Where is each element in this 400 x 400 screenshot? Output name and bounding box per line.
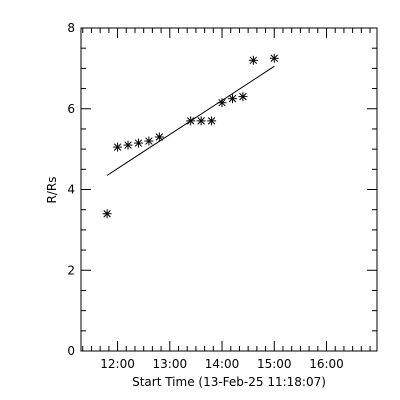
x-tick-label: 12:00	[100, 357, 135, 371]
x-axis-label: Start Time (13-Feb-25 11:18:07)	[132, 375, 326, 389]
data-point	[144, 136, 154, 146]
data-point	[102, 209, 112, 219]
x-tick-label: 14:00	[205, 357, 240, 371]
x-tick-label: 16:00	[309, 357, 344, 371]
plot-frame	[80, 27, 378, 352]
y-axis-label: R/Rs	[45, 177, 59, 204]
data-point	[217, 98, 227, 108]
data-point	[113, 142, 123, 152]
data-point	[248, 55, 258, 65]
data-point	[196, 116, 206, 126]
data-point	[186, 116, 196, 126]
data-point	[207, 116, 217, 126]
y-tick-label: 2	[67, 263, 75, 277]
x-tick-label: 15:00	[257, 357, 292, 371]
data-points	[102, 53, 279, 219]
y-tick-label: 4	[67, 183, 75, 197]
x-axis-ticks: 12:00 13:00 14:00 15:00 16:00	[82, 28, 371, 371]
data-point	[123, 140, 133, 150]
y-tick-label: 0	[67, 344, 75, 358]
y-tick-label: 8	[67, 21, 75, 35]
x-tick-label: 13:00	[153, 357, 188, 371]
y-tick-label: 6	[67, 102, 75, 116]
data-point	[227, 94, 237, 104]
data-point	[238, 92, 248, 102]
data-point	[154, 132, 164, 142]
data-point	[269, 53, 279, 63]
y-axis-ticks: 0 2 4 6 8	[67, 21, 377, 358]
data-point	[133, 138, 143, 148]
